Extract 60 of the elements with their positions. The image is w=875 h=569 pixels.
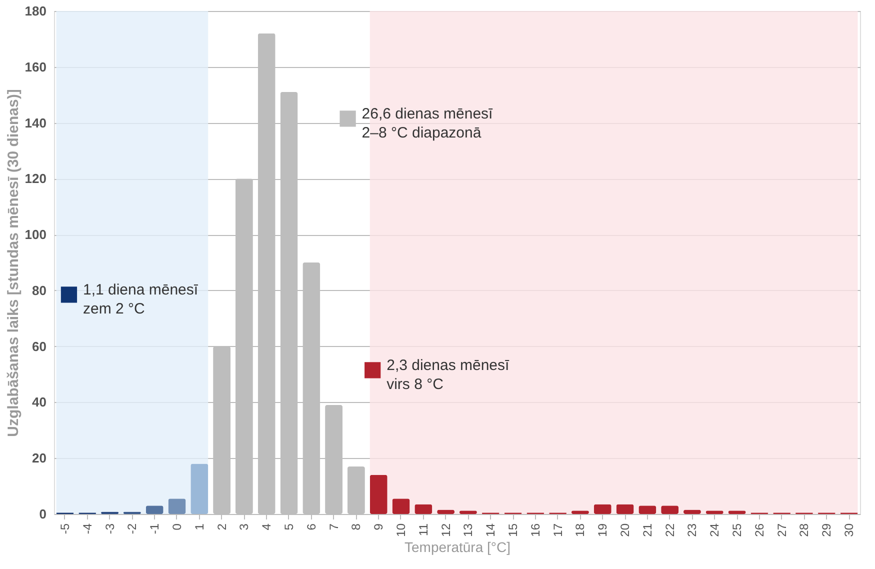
x-tick-label: 26 — [752, 523, 766, 537]
y-tick-label: 40 — [32, 394, 46, 410]
x-tick-label: 14 — [484, 523, 498, 537]
x-tick-label: 9 — [372, 523, 386, 530]
x-tick-label: 8 — [349, 523, 364, 530]
bar — [370, 474, 388, 514]
bar — [168, 498, 186, 514]
x-tick-label: 7 — [326, 523, 341, 530]
x-tick-label: 4 — [260, 523, 274, 530]
x-axis-title: Temperatūra [°C] — [404, 538, 510, 555]
bar — [190, 464, 208, 514]
x-tick-label: 21 — [640, 523, 654, 537]
x-tick-label: 28 — [797, 523, 812, 537]
x-tick-label: 3 — [237, 523, 252, 530]
bar — [392, 498, 410, 514]
x-tick-label: 2 — [214, 523, 229, 530]
x-tick-label: -3 — [102, 523, 117, 534]
y-tick-label: 60 — [32, 338, 46, 354]
y-axis-title: Uzglabāšanas laiks [stundas mēnesī (30 dienas)] — [4, 89, 22, 437]
x-tick-label: 15 — [506, 523, 520, 537]
x-tick-label: -5 — [58, 523, 72, 534]
x-tick-label: 17 — [550, 523, 565, 537]
bar — [594, 504, 612, 514]
bar — [638, 506, 656, 514]
y-tick-label: 20 — [32, 450, 46, 466]
x-tick-label: 22 — [662, 523, 677, 537]
x-tick-label: 6 — [304, 523, 318, 530]
legend-label: 26,6 dienas mēnesī 2–8 °C diapazonā — [362, 106, 494, 142]
bar — [414, 504, 432, 514]
x-tick-label: -4 — [80, 523, 94, 534]
x-tick-label: 0 — [170, 523, 184, 530]
x-tick-label: 30 — [842, 523, 856, 537]
y-tick-label: 100 — [24, 227, 46, 242]
bar — [661, 506, 679, 514]
x-tick-label: 12 — [438, 523, 453, 537]
x-tick-label: 20 — [618, 523, 632, 537]
y-tick-label: 80 — [32, 282, 46, 298]
y-tick-label: 160 — [24, 59, 46, 74]
x-tick-label: -1 — [148, 523, 162, 534]
legend-label: 1,1 diena mēnesī zem 2 °C — [82, 282, 199, 318]
x-tick-label: 13 — [461, 523, 476, 537]
y-tick-label: 180 — [24, 4, 46, 18]
x-tick-label: 10 — [394, 523, 408, 537]
x-tick-label: 29 — [820, 523, 834, 537]
x-tick-label: 24 — [708, 523, 722, 537]
y-tick-label: 140 — [24, 115, 46, 130]
x-tick-label: 18 — [573, 523, 588, 537]
x-tick-label: 23 — [685, 523, 700, 537]
legend-label: 2,3 dienas mēnesī virs 8 °C — [386, 357, 510, 394]
x-tick-label: 16 — [528, 523, 542, 537]
x-tick-label: 1 — [192, 523, 206, 530]
x-tick-label: 5 — [282, 523, 296, 530]
x-tick-label: 11 — [416, 523, 430, 536]
x-tick-label: 19 — [596, 523, 610, 537]
x-tick-label: 25 — [730, 523, 744, 537]
y-tick-label: 120 — [24, 171, 46, 186]
bar — [616, 504, 634, 514]
bar — [146, 506, 164, 514]
x-tick-label: 27 — [774, 523, 789, 537]
x-tick-label: -2 — [125, 523, 140, 534]
